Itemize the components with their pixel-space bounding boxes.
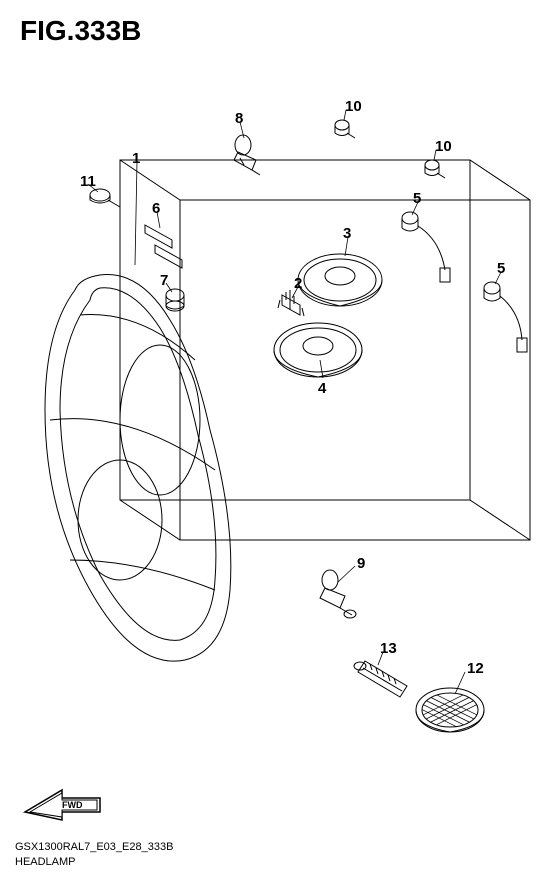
part-5b <box>484 282 527 352</box>
callout-8: 8 <box>235 110 243 127</box>
part-housing <box>45 275 231 662</box>
callout-1: 1 <box>132 150 140 167</box>
part-10b <box>425 160 445 178</box>
part-4-cover <box>274 323 362 377</box>
callout-3: 3 <box>343 225 351 242</box>
callout-5b: 5 <box>497 260 505 277</box>
part-7 <box>166 289 184 311</box>
part-11-screw <box>90 189 120 207</box>
callout-10b: 10 <box>435 138 452 155</box>
part-8-bulb <box>234 135 260 175</box>
part-10a <box>335 120 355 138</box>
callout-10a: 10 <box>345 98 362 115</box>
part-13-rod <box>354 661 407 697</box>
part-6 <box>145 225 182 268</box>
part-3-cover <box>298 254 382 306</box>
part-12-cap <box>416 688 484 733</box>
footer-name: HEADLAMP <box>15 856 76 868</box>
callout-2: 2 <box>294 275 302 292</box>
part-9-bulb <box>320 570 356 618</box>
footer-code: GSX1300RAL7_E03_E28_333B <box>15 841 173 853</box>
parts-diagram-svg: FWD <box>0 0 560 888</box>
callout-11: 11 <box>80 173 96 190</box>
fwd-label: FWD <box>62 800 83 810</box>
callout-4: 4 <box>318 380 326 397</box>
callout-9: 9 <box>357 555 365 572</box>
diagram-container: FIG.333B <box>0 0 560 888</box>
part-5a <box>402 212 450 282</box>
part-2-clip <box>278 290 304 316</box>
callout-5a: 5 <box>413 190 421 207</box>
callout-6: 6 <box>152 200 160 217</box>
callout-7: 7 <box>160 272 168 289</box>
callout-13: 13 <box>380 640 397 657</box>
callout-12: 12 <box>467 660 484 677</box>
